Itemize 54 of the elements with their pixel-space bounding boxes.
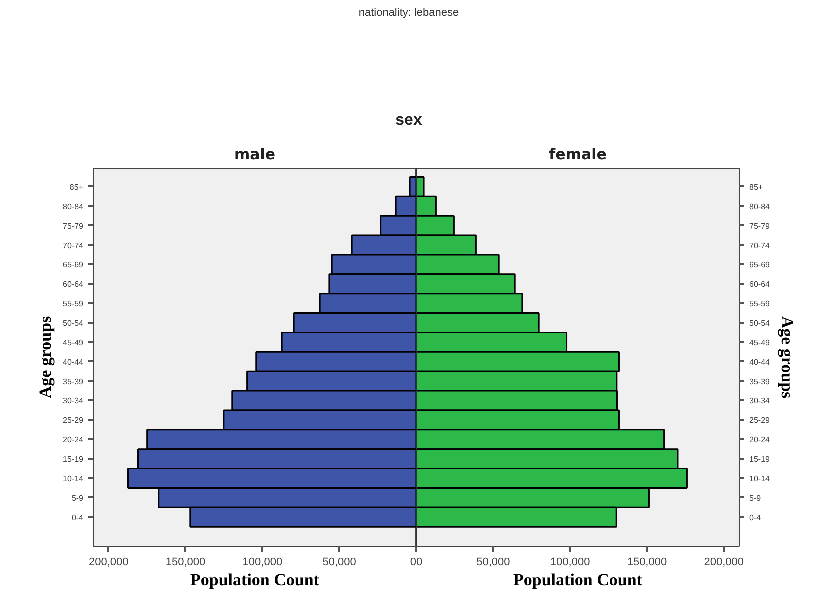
y-tick-label: 20-24 (63, 436, 84, 445)
y-tick-label: 10-14 (63, 474, 84, 484)
y-tick-label: 5-9 (72, 494, 84, 503)
y-tick-label: 15-19 (63, 455, 84, 464)
text: nationality: lebanese (358, 6, 460, 21)
chart-title: male (234, 146, 276, 164)
y-tick-label: 0-4 (750, 513, 762, 522)
y-tick-label: 5-9 (750, 494, 762, 503)
text: sex (394, 110, 424, 131)
x-tick-label: 200,000 (89, 556, 129, 568)
x-axis-title: Population Count (190, 570, 320, 590)
y-tick-label: 50-54 (750, 319, 771, 328)
y-tick-label: 0-4 (72, 513, 84, 522)
y-axis-title: Age groups (778, 316, 797, 400)
y-tick-label: 65-69 (750, 260, 771, 270)
y-tick-label: 75-79 (750, 222, 771, 231)
chart-title: female (549, 146, 607, 164)
x-tick-label: 100,000 (550, 556, 590, 568)
y-tick-label: 55-59 (63, 300, 84, 309)
y-tick-label: 75-79 (63, 222, 84, 231)
y-tick-label: 10-14 (750, 474, 771, 484)
y-tick-label: 85+ (750, 182, 764, 192)
y-tick-label: 65-69 (63, 260, 84, 270)
y-tick-label: 45-49 (63, 338, 84, 348)
x-tick-label: 150,000 (627, 556, 668, 568)
y-tick-label: 35-39 (63, 377, 84, 386)
x-tick-label: 50,000 (322, 556, 356, 568)
y-tick-label: 80-84 (63, 202, 84, 212)
x-tick-label: 150,000 (166, 556, 206, 568)
y-tick-label: 55-59 (750, 300, 771, 309)
y-tick-label: 30-34 (63, 396, 84, 406)
x-tick-label: 100,000 (242, 556, 283, 568)
y-tick-label: 45-49 (750, 338, 771, 348)
y-tick-label: 60-64 (63, 280, 84, 290)
x-tick-label: 0 (416, 556, 423, 568)
y-tick-label: 40-44 (750, 358, 771, 367)
y-tick-label: 35-39 (750, 377, 771, 386)
y-tick-label: 20-24 (750, 436, 771, 445)
y-axis-title: Age groups (36, 316, 56, 399)
y-tick-label: 25-29 (63, 416, 84, 426)
y-tick-label: 60-64 (750, 280, 771, 290)
y-tick-label: 15-19 (750, 455, 771, 464)
y-tick-label: 25-29 (750, 416, 771, 426)
x-tick-label: 0 (410, 556, 417, 568)
y-tick-label: 80-84 (750, 202, 771, 212)
x-tick-label: 50,000 (476, 556, 510, 568)
y-tick-label: 85+ (70, 182, 84, 192)
y-tick-label: 50-54 (63, 319, 84, 328)
x-axis-title: Population Count (514, 570, 643, 590)
y-tick-label: 40-44 (63, 358, 84, 367)
y-tick-label: 70-74 (63, 241, 84, 250)
y-tick-label: 70-74 (750, 241, 771, 250)
x-tick-label: 200,000 (704, 556, 744, 568)
y-tick-label: 30-34 (750, 396, 771, 406)
